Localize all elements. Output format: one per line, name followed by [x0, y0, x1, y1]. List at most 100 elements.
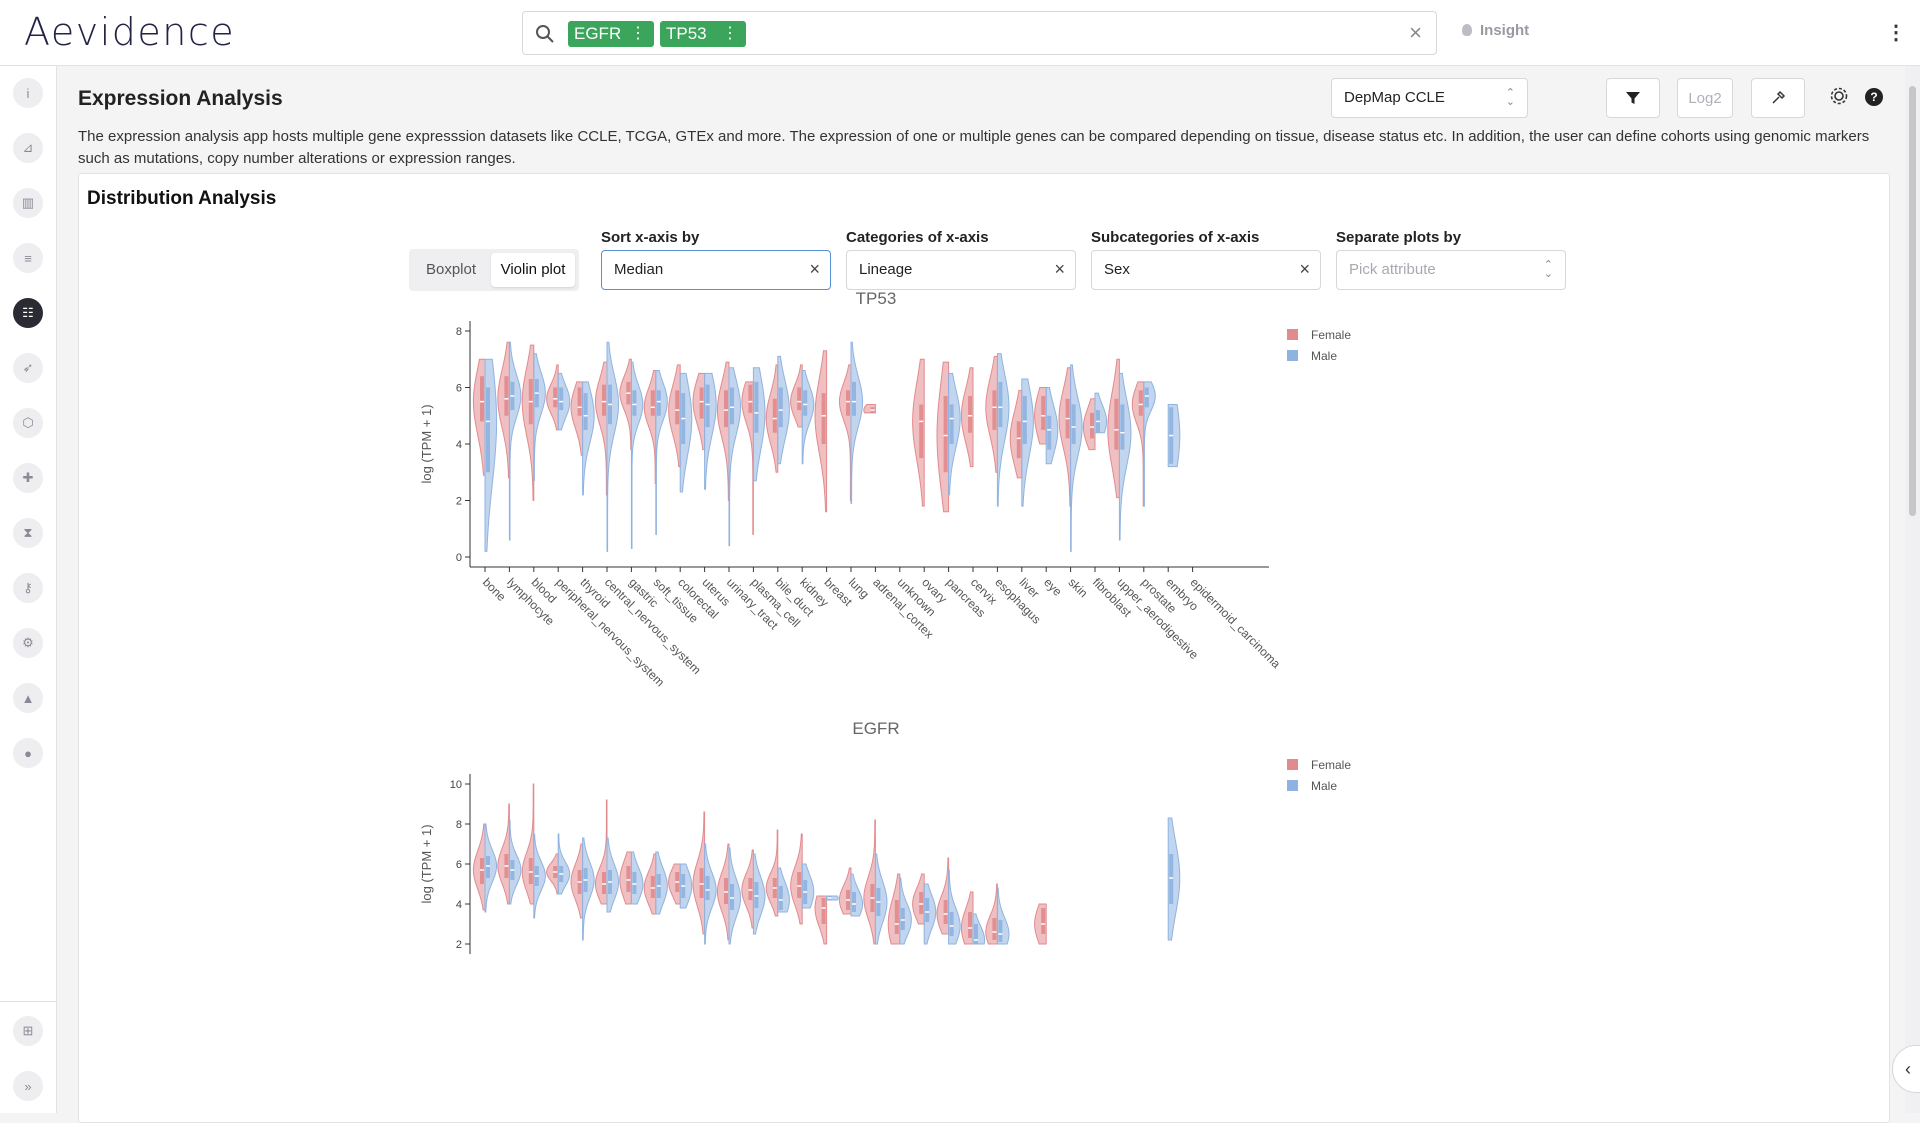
box-female	[528, 858, 533, 884]
subcategories-label: Subcategories of x-axis	[1091, 229, 1260, 246]
box-male	[998, 920, 1003, 942]
box-male	[778, 387, 783, 428]
sidebar-item-key[interactable]: ⚷	[13, 573, 43, 603]
sidebar-item-puzzle[interactable]: ✚	[13, 463, 43, 493]
search-tag-egfr[interactable]: EGFR ⋮	[568, 21, 654, 47]
page-title: Expression Analysis	[78, 87, 283, 110]
violin-female	[643, 853, 657, 915]
gene-search-box[interactable]: EGFR ⋮ TP53 ⋮ ×	[522, 11, 1437, 55]
violin-female	[472, 823, 486, 911]
sidebar-item-grid[interactable]: ⊞	[13, 1016, 43, 1046]
box-male	[632, 872, 637, 894]
violin-female	[765, 829, 779, 917]
x-tick-label: bone	[480, 575, 509, 604]
violin-female	[546, 853, 559, 895]
subcategories-select[interactable]: Sex ×	[1091, 250, 1321, 290]
info-icon: i	[26, 85, 30, 101]
chart-title: EGFR	[852, 719, 899, 738]
y-tick-label: 10	[450, 779, 462, 791]
sidebar-divider	[0, 1001, 57, 1002]
search-tag-tp53[interactable]: TP53 ⋮	[660, 21, 746, 47]
box-female	[992, 390, 997, 430]
box-male	[1144, 387, 1149, 408]
y-tick-label: 0	[456, 552, 462, 564]
violin-male	[1070, 364, 1083, 552]
violin-female	[497, 803, 510, 905]
categories-select[interactable]: Lineage ×	[846, 250, 1076, 290]
search-tag-label: TP53	[666, 24, 707, 43]
y-tick-label: 8	[456, 819, 462, 831]
book-icon: ▥	[21, 195, 35, 210]
key-icon: ⚷	[23, 580, 33, 595]
sort-label: Sort x-axis by	[601, 229, 700, 246]
violin-male	[582, 837, 595, 941]
scrollbar-thumb[interactable]	[1909, 86, 1916, 516]
violin-female	[960, 367, 974, 468]
violin-male	[801, 370, 815, 465]
box-male	[705, 876, 710, 900]
app-logo[interactable]: Aevidence	[24, 10, 236, 54]
sidebar-item-bulb[interactable]: ●	[13, 738, 43, 768]
expand-icon: »	[24, 1078, 32, 1094]
clear-categories-icon[interactable]: ×	[1054, 259, 1065, 279]
plot-type-toggle: Boxplot Violin plot	[409, 249, 579, 291]
sidebar-expand-button[interactable]: »	[13, 1071, 43, 1101]
main-content: Expression Analysis DepMap CCLE ⌃ ⌄ Log2 …	[57, 66, 1905, 1123]
sidebar-item-info[interactable]: i	[13, 78, 43, 108]
more-menu-icon[interactable]: ⋮	[1886, 22, 1906, 44]
box-female	[943, 900, 948, 924]
violin-female	[521, 783, 535, 905]
search-icon	[536, 25, 554, 43]
box-female	[724, 390, 728, 428]
sidebar-item-book[interactable]: ▥	[13, 188, 43, 218]
sidebar-item-list[interactable]: ≡	[13, 243, 43, 273]
top-bar: Aevidence EGFR ⋮ TP53 ⋮ × Insight ⋮	[0, 0, 1920, 66]
pipette-icon	[1772, 90, 1786, 104]
settings-icon[interactable]	[1829, 86, 1849, 106]
violin-female	[546, 364, 559, 431]
clear-subcategories-icon[interactable]: ×	[1299, 259, 1310, 279]
dataset-select[interactable]: DepMap CCLE ⌃ ⌄	[1331, 78, 1528, 118]
sidebar-item-hourglass[interactable]: ⧗	[13, 518, 43, 548]
sidebar-item-expression[interactable]: ☷	[13, 298, 43, 328]
violin-plot-option[interactable]: Violin plot	[491, 253, 575, 287]
sidebar-item-chart[interactable]: ⊿	[13, 133, 43, 163]
sort-select[interactable]: Median ×	[601, 250, 831, 290]
sidebar-item-gear[interactable]: ⚙	[13, 628, 43, 658]
sidebar-item-rocket[interactable]: ➶	[13, 353, 43, 383]
separate-select[interactable]: Pick attribute ⌃ ⌄	[1336, 250, 1566, 290]
pipette-button[interactable]	[1751, 78, 1805, 118]
help-icon[interactable]: ?	[1865, 88, 1883, 106]
violin-female	[790, 364, 803, 428]
filter-button[interactable]	[1606, 78, 1660, 118]
clear-sort-icon[interactable]: ×	[809, 259, 820, 279]
search-tag-label: EGFR	[574, 24, 622, 43]
box-male	[705, 384, 710, 428]
y-tick-label: 8	[456, 326, 462, 338]
violin-male	[1143, 381, 1156, 507]
box-female	[894, 900, 899, 934]
gear-icon: ⚙	[22, 635, 34, 650]
violin-male	[1167, 817, 1181, 941]
box-male	[486, 387, 490, 473]
log2-toggle-button[interactable]: Log2	[1677, 78, 1733, 118]
sidebar-item-hexagon[interactable]: ⬡	[13, 408, 43, 438]
box-female	[650, 390, 655, 416]
scrollbar[interactable]	[1905, 66, 1920, 1113]
box-female	[553, 387, 558, 408]
shapes-icon: ▲	[21, 690, 35, 706]
rocket-icon: ➶	[22, 360, 34, 375]
box-male	[949, 912, 954, 936]
tag-menu-icon[interactable]: ⋮	[630, 25, 646, 42]
x-tick-label: skin	[1065, 575, 1090, 600]
box-female	[577, 387, 582, 416]
bulb-icon: ●	[24, 745, 32, 761]
grid-icon: ⊞	[22, 1023, 34, 1038]
violin-female	[765, 364, 779, 473]
violin-male	[508, 819, 522, 905]
tag-menu-icon[interactable]: ⋮	[722, 25, 738, 42]
insight-button[interactable]: Insight	[1462, 22, 1529, 39]
clear-search-icon[interactable]: ×	[1409, 20, 1422, 45]
sidebar-item-shapes[interactable]: ▲	[13, 683, 43, 713]
boxplot-option[interactable]: Boxplot	[425, 261, 477, 278]
